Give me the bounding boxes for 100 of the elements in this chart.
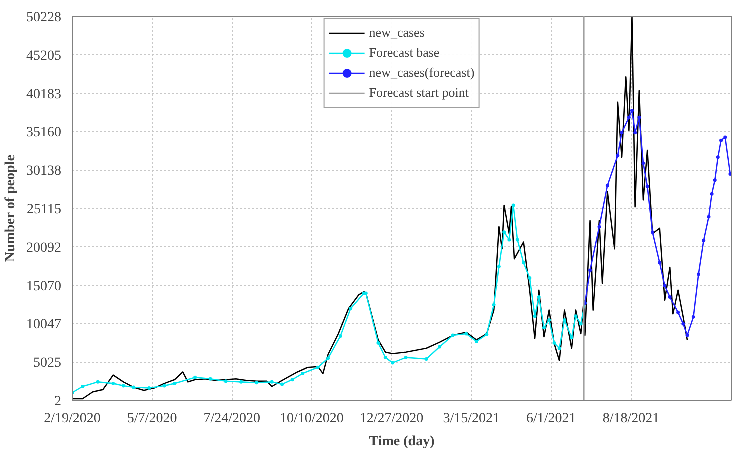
- point: [676, 310, 680, 314]
- y-tick-label: 10047: [26, 318, 62, 333]
- point: [132, 386, 136, 390]
- point: [658, 261, 662, 265]
- point: [464, 332, 468, 336]
- point: [122, 384, 126, 388]
- point: [579, 322, 583, 326]
- point: [384, 356, 388, 360]
- y-tick-label: 2: [54, 394, 62, 410]
- point: [634, 131, 638, 135]
- point: [702, 238, 706, 242]
- point: [224, 380, 228, 384]
- point: [173, 382, 177, 386]
- legend-label: new_cases: [369, 25, 425, 41]
- point: [716, 156, 720, 160]
- y-tick-label: 30138: [26, 164, 62, 180]
- point: [512, 204, 516, 208]
- point: [194, 376, 198, 380]
- point: [497, 264, 501, 268]
- y-axis-title: Number of people: [4, 155, 18, 262]
- point: [290, 378, 294, 382]
- point: [349, 307, 353, 311]
- point: [663, 284, 667, 288]
- point: [485, 333, 489, 337]
- y-tick-label: 45205: [26, 48, 62, 64]
- point: [338, 334, 342, 338]
- x-tick-label: 10/10/2020: [280, 412, 344, 426]
- point: [240, 380, 244, 384]
- point: [326, 356, 330, 360]
- point: [552, 341, 556, 345]
- point: [710, 192, 714, 196]
- legend-label: Forecast base: [369, 45, 440, 61]
- x-tick-label: 7/24/2020: [204, 412, 261, 426]
- point: [438, 345, 442, 349]
- point: [642, 162, 646, 166]
- point: [707, 215, 711, 219]
- x-tick-label: 8/18/2021: [602, 412, 660, 426]
- point: [574, 314, 578, 318]
- y-tick-label: 20092: [26, 240, 62, 256]
- y-tick-label: 40183: [26, 87, 62, 102]
- point: [598, 225, 602, 229]
- point: [570, 336, 574, 340]
- point: [112, 382, 116, 386]
- point: [720, 138, 724, 142]
- point: [474, 340, 478, 344]
- x-axis-title: Time (day): [369, 434, 436, 450]
- point: [682, 322, 686, 326]
- point: [254, 381, 258, 385]
- point: [686, 334, 690, 338]
- point: [692, 315, 696, 319]
- point: [630, 109, 634, 112]
- x-tick-label: 2/19/2020: [44, 412, 101, 426]
- legend-label: Forecast start point: [369, 85, 469, 101]
- point: [316, 366, 320, 370]
- point: [516, 238, 520, 242]
- point: [208, 377, 212, 381]
- point: [638, 116, 642, 120]
- point: [562, 318, 566, 322]
- point: [391, 361, 395, 365]
- point: [528, 276, 532, 280]
- point: [728, 172, 732, 176]
- point: [616, 154, 620, 158]
- point: [270, 380, 274, 384]
- point: [650, 230, 654, 234]
- point: [533, 314, 537, 318]
- point: [646, 184, 650, 188]
- point: [537, 296, 541, 300]
- point: [96, 380, 100, 384]
- point: [280, 382, 284, 386]
- point: [80, 385, 84, 388]
- point: [558, 346, 562, 350]
- point: [492, 303, 496, 307]
- point: [162, 384, 166, 388]
- point: [588, 268, 592, 272]
- x-tick-label: 12/27/2020: [360, 412, 424, 426]
- point: [606, 184, 610, 188]
- point: [542, 326, 546, 330]
- y-tick-label: 5025: [34, 356, 62, 372]
- point: [147, 386, 151, 390]
- y-tick-label: 25115: [27, 202, 62, 218]
- point: [300, 372, 304, 376]
- y-tick-label: 50228: [26, 10, 62, 26]
- y-tick-label: 35160: [26, 126, 62, 141]
- point: [424, 357, 428, 361]
- point: [376, 341, 380, 345]
- point: [620, 131, 624, 135]
- point: [668, 296, 672, 300]
- x-tick-label: 3/15/2021: [443, 412, 500, 426]
- legend-label: new_cases(forecast): [369, 65, 475, 81]
- point: [627, 116, 631, 120]
- point: [451, 334, 455, 338]
- point: [404, 356, 408, 360]
- point: [697, 272, 701, 276]
- point: [713, 178, 717, 182]
- point: [724, 136, 728, 140]
- x-tick-label: 6/1/2021: [526, 412, 576, 426]
- point: [502, 230, 506, 234]
- point: [548, 318, 552, 322]
- point: [522, 261, 526, 265]
- x-tick-label: 5/7/2020: [127, 412, 178, 426]
